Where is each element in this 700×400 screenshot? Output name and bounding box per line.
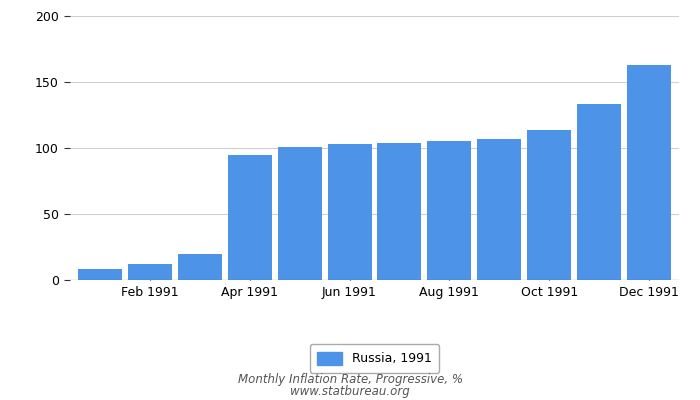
Bar	[527, 130, 571, 280]
Bar	[477, 139, 522, 280]
Bar	[78, 270, 122, 280]
Text: www.statbureau.org: www.statbureau.org	[290, 386, 410, 398]
Bar	[228, 154, 272, 280]
Bar	[578, 104, 621, 280]
Text: Monthly Inflation Rate, Progressive, %: Monthly Inflation Rate, Progressive, %	[237, 374, 463, 386]
Bar	[627, 65, 671, 280]
Bar	[128, 264, 172, 280]
Bar	[428, 141, 471, 280]
Bar	[328, 144, 372, 280]
Bar	[278, 147, 321, 280]
Bar	[178, 254, 222, 280]
Legend: Russia, 1991: Russia, 1991	[309, 344, 440, 373]
Bar	[377, 143, 421, 280]
